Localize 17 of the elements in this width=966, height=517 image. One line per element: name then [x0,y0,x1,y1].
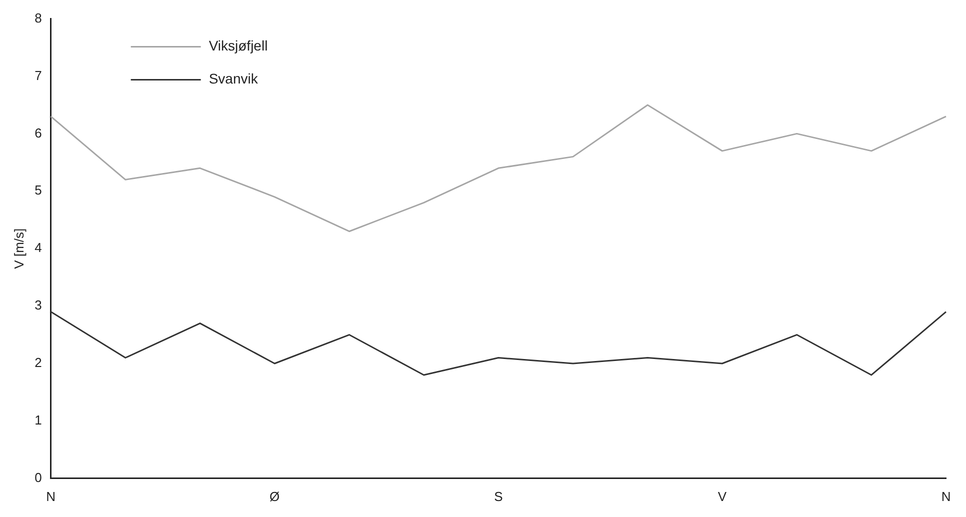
x-tick-label: N [46,488,56,504]
y-tick-label: 8 [34,10,42,26]
x-tick-label: V [718,488,727,504]
y-tick-label: 0 [34,470,42,485]
y-tick-label: 1 [34,412,42,428]
y-tick-label: 6 [34,125,42,140]
legend-label: Svanvik [208,70,259,87]
y-tick-label: 4 [34,240,42,256]
y-axis-title: V [m/s] [11,228,26,269]
legend-label: Viksjøfjell [208,38,268,54]
x-tick-label: N [941,488,951,504]
y-tick-label: 5 [34,182,42,198]
y-tick-label: 7 [34,68,42,83]
y-tick-label: 2 [34,355,42,370]
x-tick-label: S [494,488,504,504]
x-tick-label: Ø [270,488,280,504]
y-tick-label: 3 [34,298,42,313]
